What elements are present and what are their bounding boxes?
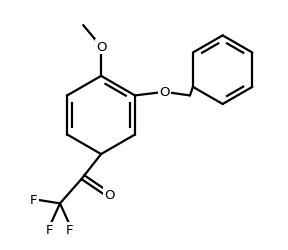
Text: O: O bbox=[159, 86, 170, 99]
Text: O: O bbox=[104, 188, 115, 201]
Text: F: F bbox=[30, 194, 37, 206]
Text: F: F bbox=[66, 224, 74, 236]
Text: O: O bbox=[96, 41, 106, 54]
Text: F: F bbox=[46, 224, 54, 236]
